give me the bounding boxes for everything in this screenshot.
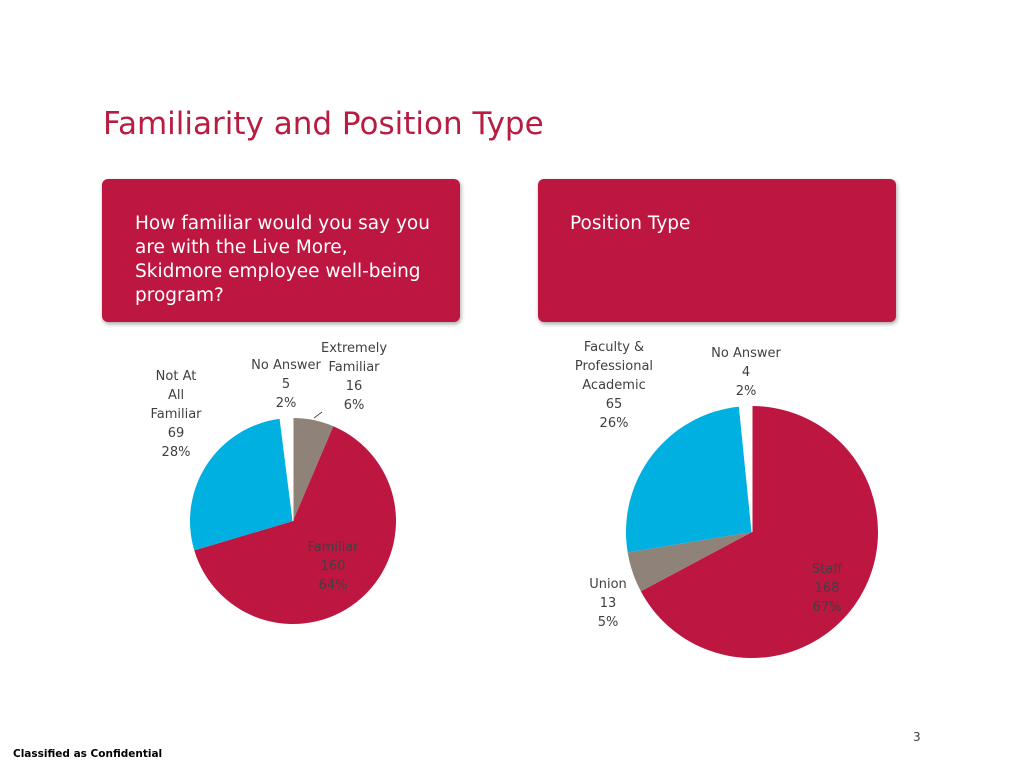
data-label-count: 4 (741, 365, 751, 380)
data-label-faculty-professional-academic: Faculty & Professional Academic 65 26% (574, 338, 654, 433)
data-label-category: Extremely Familiar (320, 341, 388, 375)
data-label-extremely-familiar: Extremely Familiar 16 6% (314, 339, 394, 415)
page-number: 3 (913, 730, 921, 744)
data-label-staff: Staff 168 67% (792, 560, 862, 617)
data-label-count: 65 (605, 397, 623, 412)
pie-slice-faculty-professional-academic (626, 406, 752, 553)
familiarity-pie-chart: Extremely Familiar 16 6% Familiar 160 64% Not … (140, 335, 440, 635)
confidential-footer: Classified as Confidential (13, 748, 163, 760)
data-label-percent: 26% (599, 416, 629, 431)
pie-slice-no-answer (279, 417, 294, 522)
position-type-pie-chart: Staff 168 67% Union 13 5% Faculty & Profession… (560, 335, 920, 670)
data-label-category: Not At All Familiar (150, 369, 202, 422)
pie-slice-staff (640, 406, 878, 658)
data-label-category: Familiar (307, 540, 359, 555)
data-label-percent: 2% (275, 396, 297, 411)
data-label-not-at-all-familiar: Not At All Familiar 69 28% (150, 367, 202, 462)
data-label-count: 69 (167, 426, 185, 441)
pie-slice-extremely-familiar (293, 418, 334, 521)
question-card-familiarity: How familiar would you say you are with … (102, 179, 460, 322)
data-label-percent: 2% (735, 384, 757, 399)
data-label-count: 160 (320, 559, 346, 574)
pie-slice-not-at-all-familiar (190, 418, 293, 551)
data-label-no-answer: No Answer 4 2% (701, 344, 791, 401)
data-label-familiar: Familiar 160 64% (293, 538, 373, 595)
data-label-percent: 6% (343, 398, 365, 413)
data-label-category: Union (589, 577, 627, 592)
data-label-category: Faculty & Professional Academic (574, 340, 654, 393)
data-label-percent: 67% (812, 600, 842, 615)
leader-line (313, 411, 323, 419)
data-label-count: 168 (814, 581, 840, 596)
data-label-count: 13 (599, 596, 617, 611)
data-label-category: No Answer (711, 346, 781, 361)
pie-slice-no-answer (738, 405, 753, 533)
data-label-category: No Answer (251, 358, 321, 373)
pie-slice-familiar (194, 426, 396, 624)
data-label-category: Staff (811, 562, 843, 577)
data-label-count: 5 (281, 377, 291, 392)
data-label-percent: 5% (597, 615, 619, 630)
question-text-familiarity: How familiar would you say you are with … (135, 213, 430, 306)
data-label-no-answer: No Answer 5 2% (246, 356, 326, 413)
position-type-pie-svg (626, 405, 878, 658)
data-label-count: 16 (345, 379, 363, 394)
data-label-percent: 28% (161, 445, 191, 460)
slide-title: Familiarity and Position Type (103, 106, 544, 142)
data-label-percent: 64% (318, 578, 348, 593)
question-text-position-type: Position Type (570, 213, 691, 234)
question-card-position-type: Position Type (538, 179, 896, 322)
pie-slice-union (627, 532, 752, 592)
data-label-union: Union 13 5% (573, 575, 643, 632)
familiarity-pie-svg (190, 411, 396, 624)
